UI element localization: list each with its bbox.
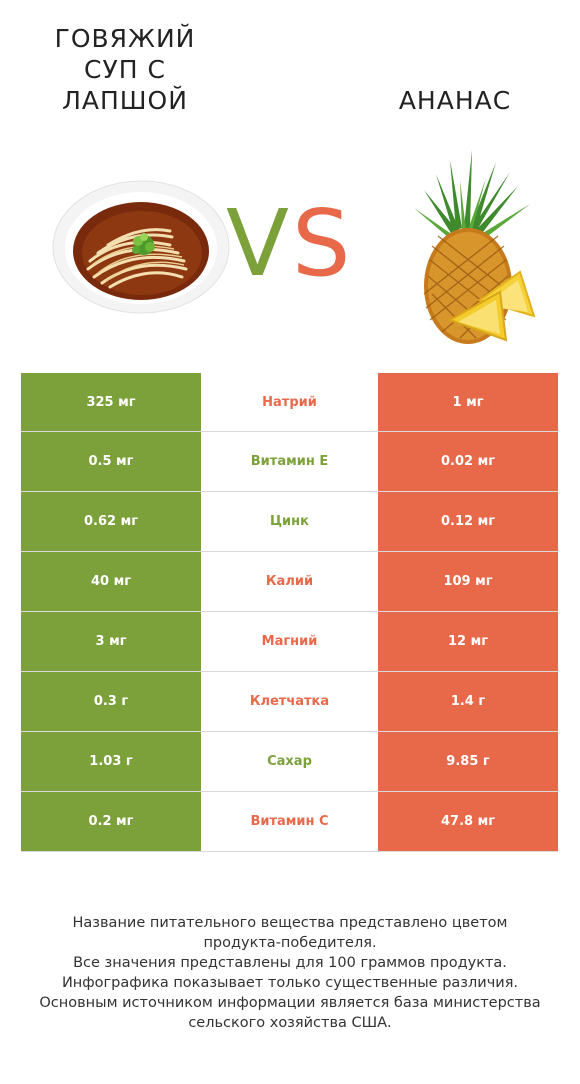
left-value: 40 мг [21, 552, 201, 611]
right-product-title: АНАНАС [398, 86, 512, 115]
footnote-line: Название питательного вещества представл… [72, 915, 508, 931]
footnote-line: сельского хозяйства США. [188, 1015, 392, 1031]
footnote: Название питательного вещества представл… [20, 913, 560, 1033]
left-value: 0.3 г [21, 672, 201, 731]
nutrient-label: Магний [201, 612, 378, 671]
right-value: 9.85 г [378, 732, 558, 791]
nutrient-label: Витамин E [201, 432, 378, 491]
footnote-line: Основным источником информации является … [39, 995, 541, 1011]
left-value: 1.03 г [21, 732, 201, 791]
table-row: 3 мг Магний 12 мг [21, 612, 558, 672]
beef-noodle-soup-image [52, 180, 230, 314]
table-row: 40 мг Калий 109 мг [21, 552, 558, 612]
table-row: 0.5 мг Витамин E 0.02 мг [21, 432, 558, 492]
nutrient-label: Цинк [201, 492, 378, 551]
left-value: 325 мг [21, 373, 201, 431]
table-row: 325 мг Натрий 1 мг [21, 373, 558, 432]
left-value: 3 мг [21, 612, 201, 671]
table-row: 1.03 г Сахар 9.85 г [21, 732, 558, 792]
table-row: 0.62 мг Цинк 0.12 мг [21, 492, 558, 552]
nutrient-label: Клетчатка [201, 672, 378, 731]
left-value: 0.2 мг [21, 792, 201, 851]
vs-letter-s: S [292, 190, 351, 297]
nutrient-label: Витамин C [201, 792, 378, 851]
left-value: 0.5 мг [21, 432, 201, 491]
table-row: 0.3 г Клетчатка 1.4 г [21, 672, 558, 732]
right-value: 0.02 мг [378, 432, 558, 491]
footnote-line: Все значения представлены для 100 граммо… [73, 955, 507, 971]
right-value: 1.4 г [378, 672, 558, 731]
left-product-title: ГОВЯЖИЙ СУП С ЛАПШОЙ [54, 24, 196, 115]
nutrient-label: Калий [201, 552, 378, 611]
vs-letter-v: V [226, 190, 289, 297]
footnote-line: Инфографика показывает только существенн… [61, 975, 519, 991]
table-row: 0.2 мг Витамин C 47.8 мг [21, 792, 558, 852]
nutrient-label: Натрий [201, 373, 378, 431]
right-value: 109 мг [378, 552, 558, 611]
right-value: 12 мг [378, 612, 558, 671]
right-value: 0.12 мг [378, 492, 558, 551]
right-value: 1 мг [378, 373, 558, 431]
footnote-line: продукта-победителя. [203, 935, 377, 951]
comparison-table: 325 мг Натрий 1 мг 0.5 мг Витамин E 0.02 мг 0.… [21, 373, 558, 852]
nutrient-label: Сахар [201, 732, 378, 791]
pineapple-image [414, 150, 536, 344]
right-value: 47.8 мг [378, 792, 558, 851]
left-value: 0.62 мг [21, 492, 201, 551]
